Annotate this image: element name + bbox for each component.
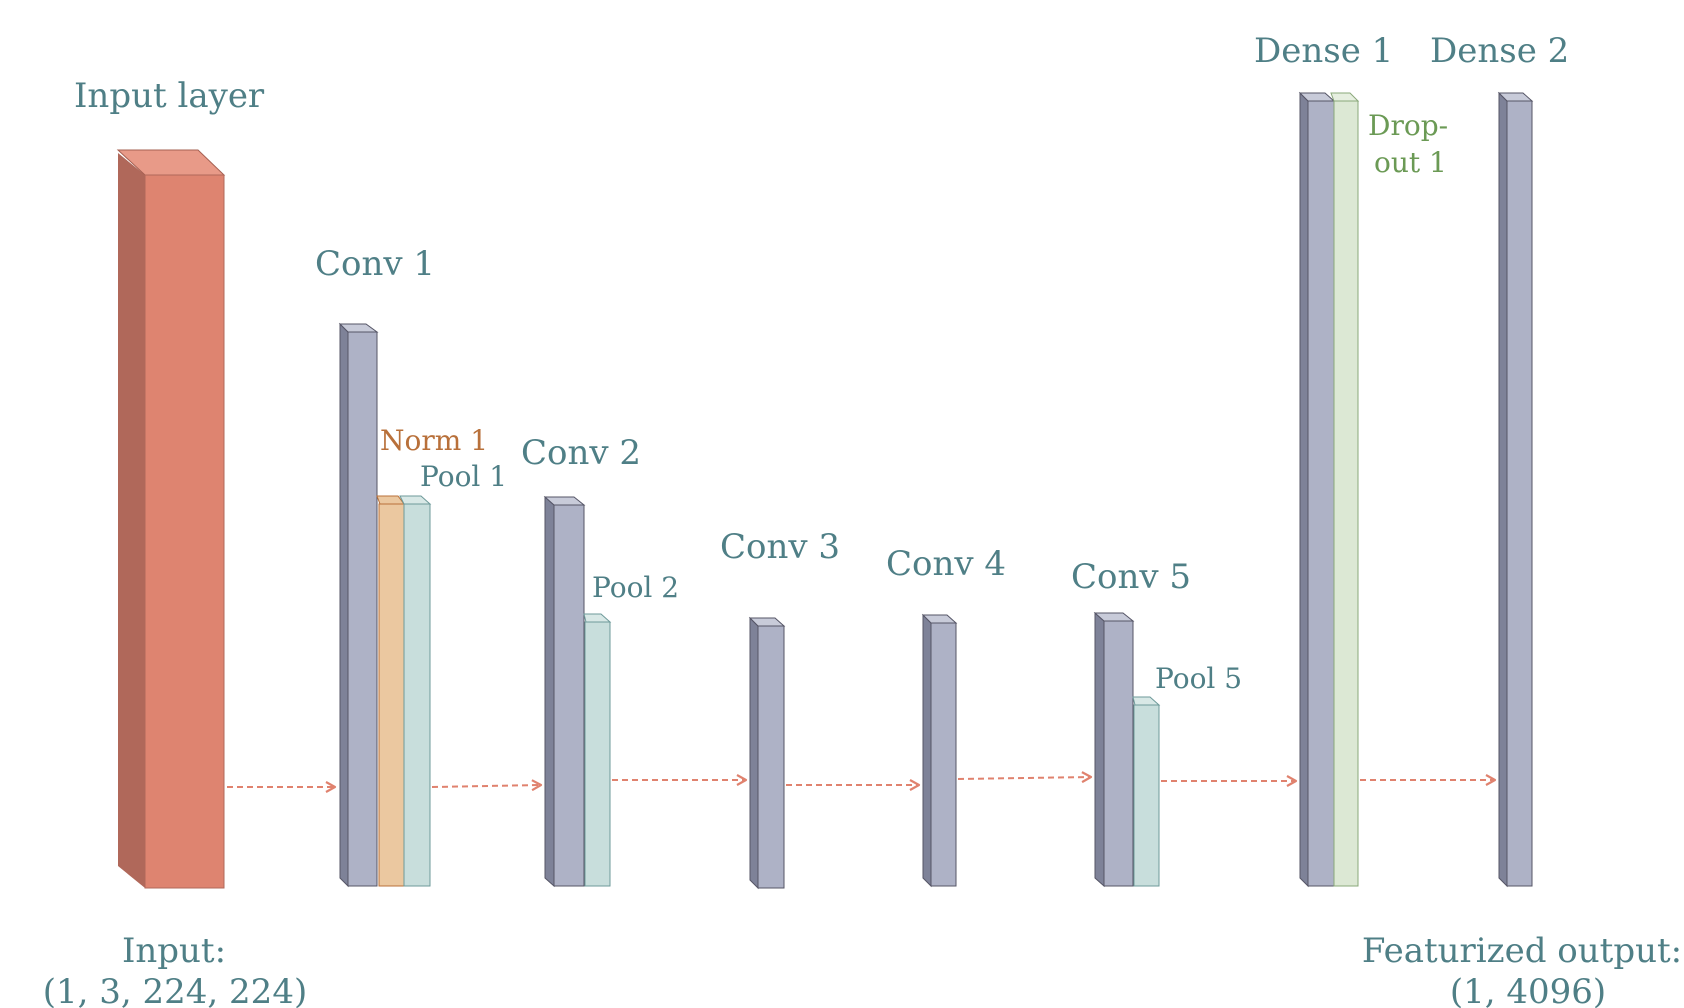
dropout1-block [1330, 92, 1360, 887]
pool1-front [403, 503, 431, 887]
conv1-side [339, 322, 349, 888]
conv1-block [338, 322, 379, 888]
conv2-label: Conv 2 [521, 433, 641, 473]
flow-arrows [227, 771, 1497, 793]
pool2-top [583, 613, 612, 623]
conv5-side [1094, 611, 1105, 888]
conv2-front [553, 504, 585, 887]
dropout1-label-line1: Drop- [1368, 109, 1448, 142]
conv5-block [1093, 611, 1135, 888]
input-layer-front [144, 174, 225, 889]
conv2-block [543, 495, 586, 888]
pool1-top [399, 495, 432, 505]
pool1-block [399, 495, 432, 887]
conv4-side [922, 613, 932, 888]
dense1-side [1299, 91, 1309, 888]
norm1-front [378, 503, 405, 887]
dense2-label: Dense 2 [1430, 31, 1569, 71]
dropout1-label-line2: out 1 [1374, 146, 1447, 179]
pool2-front [584, 621, 611, 887]
pool2-label: Pool 2 [592, 571, 679, 604]
input-layer-block [116, 149, 226, 889]
conv4-front [930, 622, 957, 887]
input-layer-side [118, 153, 145, 888]
dense1-block [1298, 91, 1336, 888]
pool1-label: Pool 1 [420, 460, 507, 493]
conv3-label: Conv 3 [720, 527, 840, 567]
norm1-block [376, 495, 405, 887]
output-caption-line2: (1, 4096) [1450, 972, 1606, 1008]
dense1-front [1307, 100, 1335, 887]
norm1-label: Norm 1 [380, 424, 488, 457]
pool2-block [583, 613, 612, 887]
dropout1-top [1330, 92, 1360, 102]
conv3-front [757, 625, 785, 889]
input-layer-label: Input layer [74, 76, 265, 116]
arrow-conv1-to-conv2 [431, 779, 543, 792]
conv1-label: Conv 1 [315, 244, 435, 284]
dense2-front [1506, 100, 1533, 887]
pool5-front [1133, 704, 1160, 887]
norm1-top [376, 495, 405, 505]
conv3-side [749, 616, 759, 890]
conv1-front [347, 331, 378, 887]
dense1-label: Dense 1 [1254, 31, 1393, 71]
pool5-label: Pool 5 [1155, 662, 1242, 695]
conv4-block [921, 613, 958, 888]
arrow-conv4-to-conv5 [957, 771, 1093, 784]
conv3-block [748, 616, 786, 890]
pool5-top [1132, 696, 1161, 706]
pool5-block [1132, 696, 1161, 887]
labels: Input layer Conv 1 Norm 1 Pool 1 Conv 2 … [43, 31, 1682, 1008]
conv2-side [544, 495, 555, 888]
dense2-side [1498, 91, 1508, 888]
conv4-label: Conv 4 [886, 544, 1006, 584]
dense2-block [1497, 91, 1534, 888]
dropout1-front [1333, 100, 1359, 887]
conv5-label: Conv 5 [1071, 557, 1191, 597]
input-caption-line1: Input: [122, 931, 226, 971]
conv5-front [1103, 620, 1134, 887]
input-caption-line2: (1, 3, 224, 224) [43, 972, 307, 1008]
output-caption-line1: Featurized output: [1362, 931, 1682, 971]
